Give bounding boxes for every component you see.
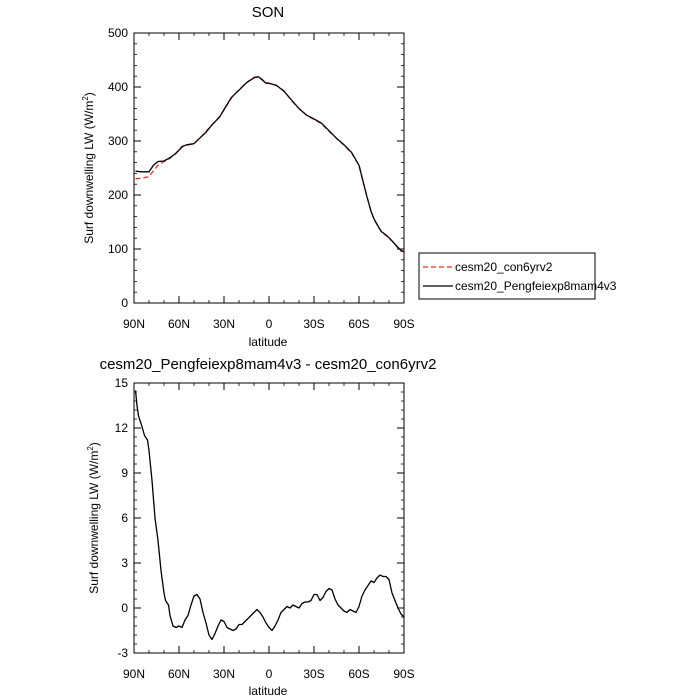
x-tick-label: 0	[266, 667, 273, 681]
series-line-cesm20_Pengfeiexp8mam4v3	[135, 76, 405, 253]
y-tick-label: 500	[108, 26, 128, 40]
legend-box	[418, 252, 596, 300]
bottom-y-axis-label-main: Surf downwelling LW (W/m	[87, 451, 101, 594]
bottom-chart-title: cesm20_Pengfeiexp8mam4v3 - cesm20_con6yr…	[100, 356, 437, 373]
legend-label-con6yrv2: cesm20_con6yrv2	[455, 260, 553, 274]
top-x-axis-label: latitude	[249, 335, 288, 349]
x-tick-label: 90S	[393, 317, 414, 331]
bottom-y-axis-label: Surf downwelling LW (W/m2)	[86, 442, 101, 594]
x-tick-label: 90N	[123, 317, 145, 331]
y-tick-label: 400	[108, 80, 128, 94]
y-tick-label: 9	[121, 466, 128, 480]
y-tick-label: 100	[108, 242, 128, 256]
top-panel: SON 90N 60N 30N 0 30S 60S 90S0100200300400500 …	[81, 4, 617, 349]
y-tick-label: 15	[115, 376, 129, 390]
top-series-lines	[135, 76, 405, 253]
y-tick-label: -3	[117, 646, 128, 660]
x-tick-label: 60N	[168, 667, 190, 681]
series-line-cesm20_con6yrv2	[135, 76, 405, 253]
y-tick-label: 0	[121, 601, 128, 615]
plot-frame	[133, 32, 405, 304]
y-tick-label: 3	[121, 556, 128, 570]
top-y-axis-label: Surf downwelling LW (W/m2)	[81, 92, 96, 244]
y-tick-label: 200	[108, 188, 128, 202]
bottom-ticks: 90N 60N 30N 0 30S 60S 90S -3 0 3 6 9 12 15	[115, 376, 415, 681]
bottom-panel: cesm20_Pengfeiexp8mam4v3 - cesm20_con6yr…	[86, 356, 436, 698]
top-y-axis-label-sup: 2	[81, 96, 90, 101]
top-chart-title: SON	[252, 4, 285, 21]
top-plot-area	[133, 32, 405, 304]
top-ticks: 90N 60N 30N 0 30S 60S 90S 0 100 200 300 400 500	[108, 26, 415, 331]
bottom-plot-area	[133, 382, 405, 654]
x-tick-label: 30N	[213, 667, 235, 681]
bottom-series-lines	[134, 390, 405, 641]
y-tick-label: 12	[115, 421, 129, 435]
bottom-x-axis-label: latitude	[249, 684, 288, 698]
legend-label-pengfei: cesm20_Pengfeiexp8mam4v3	[455, 279, 617, 293]
x-tick-label: 30N	[213, 317, 235, 331]
y-tick-label: 0	[121, 296, 128, 310]
x-tick-label: 60S	[348, 667, 369, 681]
x-tick-label: 90N	[123, 667, 145, 681]
plot-frame	[133, 382, 405, 654]
x-tick-label: 0	[266, 317, 273, 331]
x-tick-label: 30S	[303, 317, 324, 331]
x-tick-label: 60N	[168, 317, 190, 331]
x-tick-label: 30S	[303, 667, 324, 681]
y-tick-label: 300	[108, 134, 128, 148]
series-line-difference	[134, 390, 405, 641]
bottom-y-axis-label-end: )	[87, 442, 101, 446]
x-tick-label: 90S	[393, 667, 414, 681]
bottom-y-axis-label-sup: 2	[86, 446, 95, 451]
x-tick-label: 60S	[348, 317, 369, 331]
top-y-axis-label-main: Surf downwelling LW (W/m	[82, 101, 96, 244]
y-tick-label: 6	[121, 511, 128, 525]
top-y-axis-label-end: )	[82, 92, 96, 96]
legend: cesm20_con6yrv2 cesm20_Pengfeiexp8mam4v3	[418, 252, 617, 300]
